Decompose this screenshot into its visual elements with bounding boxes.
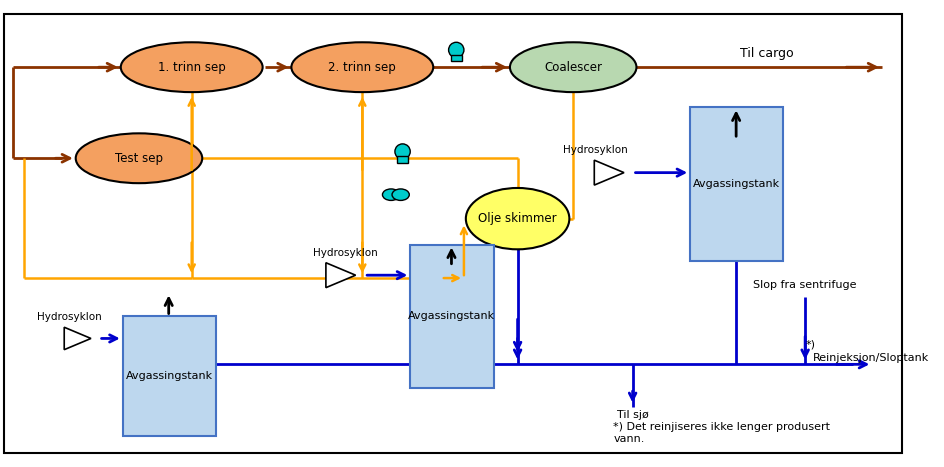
Ellipse shape xyxy=(121,42,262,92)
Ellipse shape xyxy=(382,189,399,200)
Text: Avgassingstank: Avgassingstank xyxy=(126,371,212,382)
Ellipse shape xyxy=(510,42,636,92)
Circle shape xyxy=(448,42,464,57)
Text: Til cargo: Til cargo xyxy=(739,47,793,59)
Text: Til sjø: Til sjø xyxy=(616,410,648,420)
Text: Coalescer: Coalescer xyxy=(544,61,601,74)
Text: *): *) xyxy=(804,340,815,350)
Text: Hydrosyklon: Hydrosyklon xyxy=(563,145,627,156)
Text: Hydrosyklon: Hydrosyklon xyxy=(312,248,377,258)
Polygon shape xyxy=(64,327,91,350)
Ellipse shape xyxy=(76,134,202,183)
Bar xyxy=(410,245,493,388)
Bar xyxy=(396,156,408,163)
Ellipse shape xyxy=(392,189,409,200)
Polygon shape xyxy=(326,263,355,288)
Text: 1. trinn sep: 1. trinn sep xyxy=(158,61,226,74)
Ellipse shape xyxy=(291,42,432,92)
Text: Avgassingstank: Avgassingstank xyxy=(408,311,495,321)
Bar xyxy=(450,55,461,62)
Bar xyxy=(689,107,783,261)
Text: Reinjeksjon/Sloptank: Reinjeksjon/Sloptank xyxy=(812,353,928,363)
Text: Hydrosyklon: Hydrosyklon xyxy=(37,312,101,322)
Ellipse shape xyxy=(465,188,568,249)
Circle shape xyxy=(395,144,410,159)
Text: *) Det reinjiseres ikke lenger produsert: *) Det reinjiseres ikke lenger produsert xyxy=(613,422,830,432)
Text: vann.: vann. xyxy=(613,434,644,444)
Text: Olje skimmer: Olje skimmer xyxy=(478,212,556,225)
Text: Avgassingstank: Avgassingstank xyxy=(692,179,780,189)
Polygon shape xyxy=(594,160,623,185)
Text: Slop fra sentrifuge: Slop fra sentrifuge xyxy=(752,280,856,290)
Bar xyxy=(123,317,215,436)
Text: 2. trinn sep: 2. trinn sep xyxy=(329,61,396,74)
Text: Test sep: Test sep xyxy=(115,152,162,165)
